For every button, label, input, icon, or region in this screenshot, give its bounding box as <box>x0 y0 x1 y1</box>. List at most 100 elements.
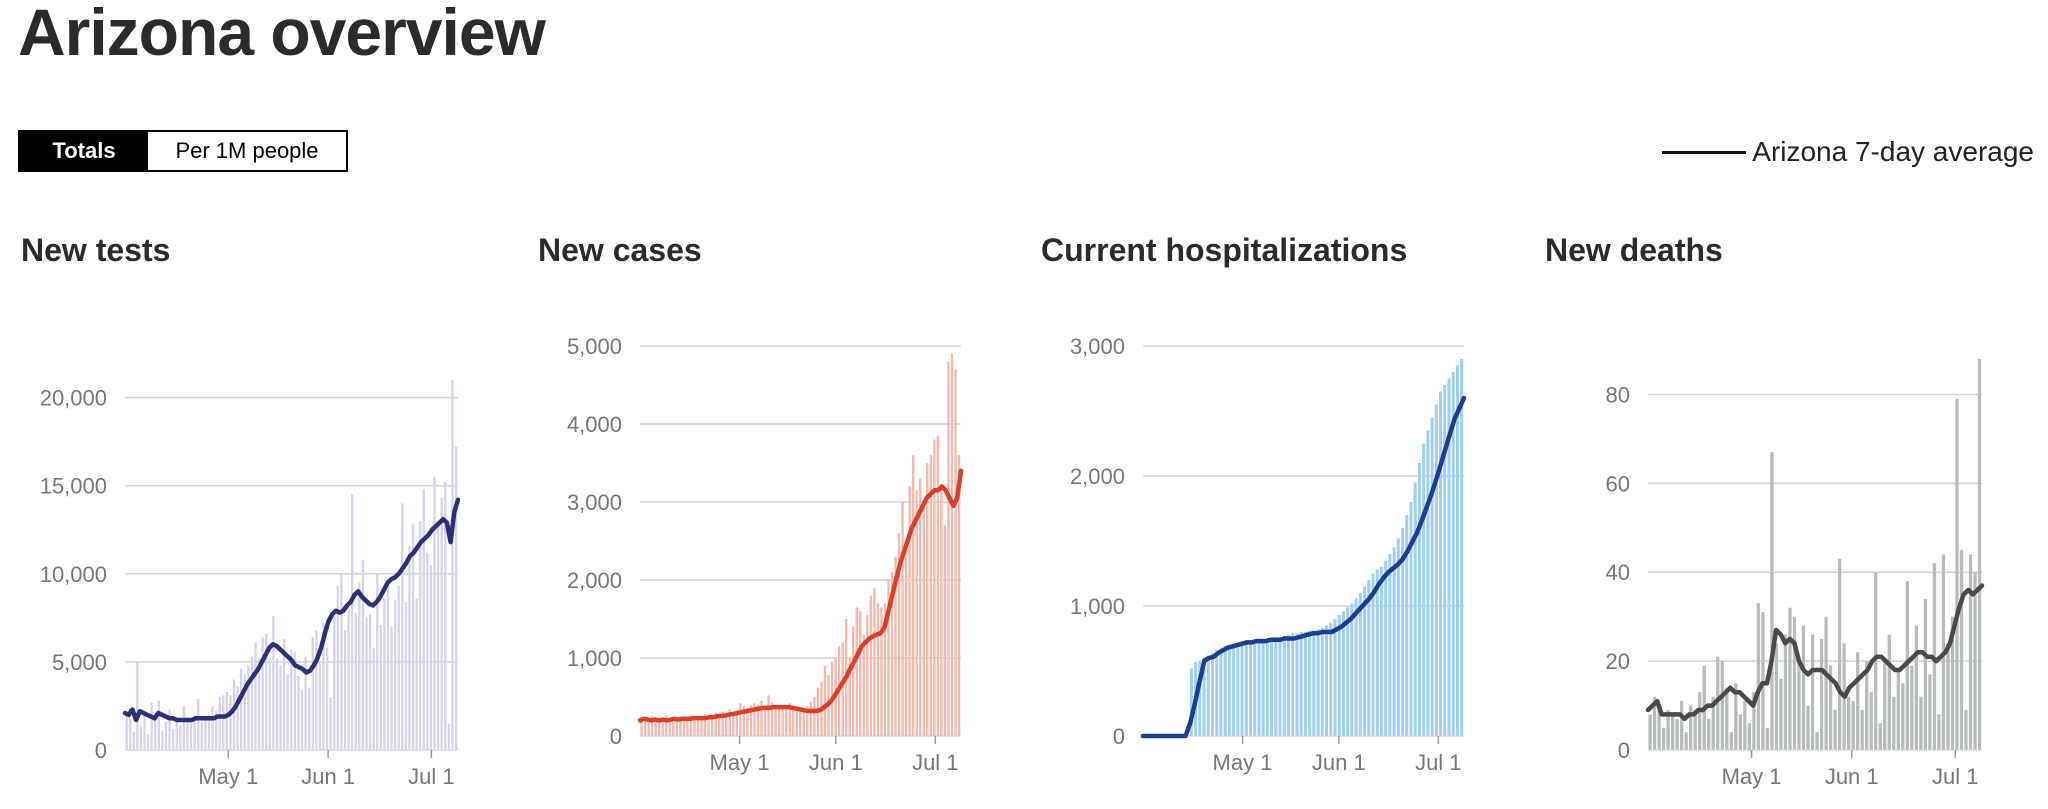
bar <box>200 721 203 750</box>
bar <box>746 708 749 736</box>
bar <box>940 486 943 736</box>
bar <box>236 686 239 750</box>
legend: Arizona 7-day average <box>1662 136 2034 168</box>
bar <box>329 697 332 750</box>
bar <box>1413 482 1417 736</box>
bar <box>154 720 157 750</box>
bar <box>340 573 343 750</box>
bar <box>760 700 763 736</box>
bar <box>451 380 454 750</box>
bar <box>1725 687 1729 750</box>
bar <box>168 709 171 750</box>
seven-day-average-line <box>637 468 964 723</box>
bar <box>809 701 813 736</box>
bar <box>397 586 400 750</box>
bar <box>739 703 742 736</box>
bar <box>1223 646 1227 736</box>
x-tick-label: Jun 1 <box>301 764 355 789</box>
bar <box>721 711 724 736</box>
seven-day-average-line <box>1140 395 1467 739</box>
bar <box>1955 398 1959 750</box>
bar <box>665 715 668 736</box>
bar <box>1371 573 1375 736</box>
bar <box>157 700 161 750</box>
bar <box>1417 463 1421 736</box>
bar <box>855 607 858 736</box>
bar <box>1329 622 1333 736</box>
y-tick-label: 1,000 <box>1070 594 1125 619</box>
bar <box>1666 710 1670 750</box>
bar <box>1928 674 1932 750</box>
bar <box>1774 643 1779 750</box>
bar <box>193 718 196 750</box>
bar <box>1248 641 1253 736</box>
bar <box>361 559 365 750</box>
bar <box>1460 359 1464 736</box>
bar <box>1401 528 1405 736</box>
bar <box>936 435 940 736</box>
bar <box>175 718 178 750</box>
bar <box>1923 598 1928 750</box>
x-tick-label: Jun 1 <box>1312 750 1366 775</box>
bar <box>379 624 383 750</box>
bar <box>1806 705 1810 750</box>
bar <box>368 614 372 750</box>
totals-button[interactable]: Totals <box>20 132 148 170</box>
chart-title-new-tests: New tests <box>21 232 171 268</box>
y-tick-label: 60 <box>1606 471 1630 496</box>
bar <box>243 674 246 750</box>
bar <box>947 361 950 736</box>
y-tick-label: 5,000 <box>567 334 622 359</box>
bar <box>1837 558 1842 750</box>
bar <box>908 486 911 736</box>
bar <box>1878 723 1882 750</box>
bar <box>1350 603 1354 736</box>
bar <box>376 573 379 750</box>
bar <box>419 520 422 750</box>
bar <box>204 718 207 750</box>
bar <box>1312 630 1316 736</box>
bar <box>272 616 275 750</box>
page-title: Arizona overview <box>18 0 546 69</box>
bar <box>806 706 809 736</box>
bar <box>894 556 897 736</box>
bar <box>926 463 929 736</box>
y-tick-label: 5,000 <box>52 650 107 675</box>
y-tick-label: 20,000 <box>40 386 107 411</box>
y-tick-label: 80 <box>1606 382 1630 407</box>
view-toggle: Totals Per 1M people <box>18 130 348 172</box>
bar <box>922 502 925 736</box>
bar <box>718 714 721 736</box>
bar <box>1303 632 1307 736</box>
bar <box>661 718 664 736</box>
bar <box>311 637 314 750</box>
bar <box>404 602 408 750</box>
chart-title-new-cases: New cases <box>538 232 702 268</box>
bar <box>1443 385 1447 736</box>
bar <box>1434 404 1438 736</box>
bar <box>282 639 286 750</box>
bar <box>1206 655 1210 736</box>
bar <box>1684 732 1688 750</box>
bar <box>1846 696 1851 750</box>
bar <box>1253 639 1257 736</box>
bar <box>1392 547 1396 736</box>
bar <box>229 695 232 750</box>
bar <box>774 704 777 736</box>
bar <box>386 586 390 750</box>
bar <box>876 603 880 736</box>
bar <box>297 676 300 750</box>
bar <box>795 708 798 736</box>
bar <box>225 691 229 750</box>
bar <box>1734 683 1738 750</box>
bar <box>1679 701 1684 750</box>
bar <box>654 719 657 736</box>
bar <box>883 603 887 736</box>
bar <box>436 520 440 750</box>
bar <box>1716 656 1720 750</box>
bar <box>852 626 855 736</box>
bar <box>1914 625 1919 750</box>
per-million-button[interactable]: Per 1M people <box>148 132 346 170</box>
bar <box>304 656 307 750</box>
bar <box>1693 710 1697 750</box>
